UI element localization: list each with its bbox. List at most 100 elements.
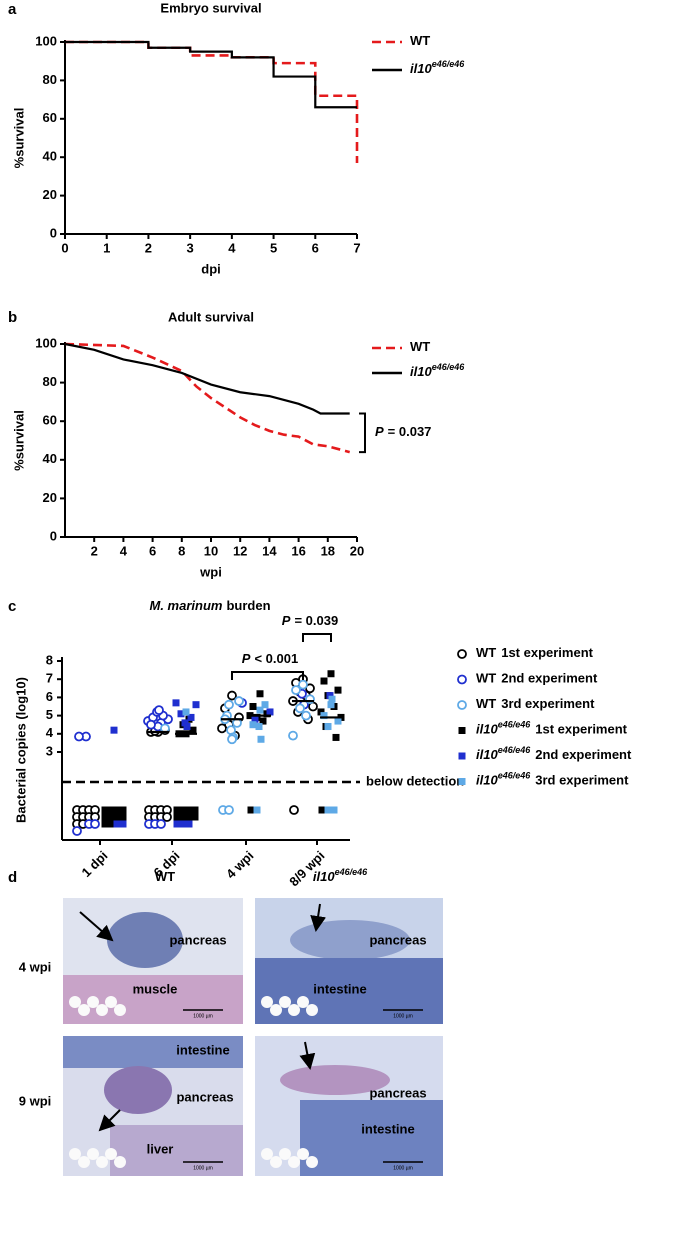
below-detection-point	[119, 813, 127, 821]
x-tick-label: 1 dpi	[78, 848, 110, 880]
survival-line	[64, 342, 350, 415]
text-part: il10	[476, 722, 498, 737]
scale-bar-label: 1000 µm	[393, 1165, 413, 1171]
below-detection-point	[330, 806, 338, 814]
x-tick-label: 1	[103, 240, 110, 255]
below-detection-point	[185, 813, 193, 821]
text-part: 3rd experiment	[535, 773, 629, 788]
text-part: il10	[476, 747, 498, 762]
legend-marker	[457, 649, 467, 659]
text-part: e46/e46	[498, 771, 532, 781]
x-tick-label: 10	[204, 543, 218, 558]
survival-line	[64, 342, 351, 454]
comparison-label: P = 0.039	[282, 613, 338, 628]
panel-label: a	[8, 1, 17, 18]
below-detection-point	[247, 806, 255, 814]
data-point	[74, 731, 84, 742]
y-tick-label: 0	[50, 225, 57, 240]
panel-label: c	[8, 598, 16, 615]
survival-line	[65, 40, 359, 163]
comparison-bracket	[302, 633, 332, 642]
text-part: < 0.001	[254, 651, 298, 666]
data-point	[181, 719, 189, 727]
text-part: P	[282, 613, 291, 628]
data-point	[334, 686, 342, 694]
text-part: M. marinum	[149, 598, 222, 613]
tissue-label: intestine	[176, 1042, 229, 1057]
arrow	[98, 1109, 121, 1132]
panel-label: d	[8, 869, 17, 886]
comparison-bracket	[231, 671, 304, 680]
data-point	[257, 735, 265, 743]
below-detection-point	[173, 820, 181, 828]
fat-cell	[114, 1156, 126, 1168]
data-point	[187, 713, 195, 721]
data-point	[255, 723, 263, 731]
legend-marker	[458, 752, 466, 760]
tissue-label: liver	[147, 1141, 174, 1156]
below-detection-point	[179, 820, 187, 828]
below-detection-point	[107, 806, 115, 814]
text-part: 3rd experiment	[501, 696, 595, 711]
below-detection-point	[253, 806, 261, 814]
x-tick-label: 5	[270, 240, 277, 255]
below-detection-point	[224, 805, 234, 815]
below-detection-point	[72, 826, 82, 836]
text-part: e46/e46	[498, 720, 532, 730]
below-detection-point	[107, 820, 115, 828]
fat-cell	[78, 1004, 90, 1016]
legend-label: WT 2nd experiment	[476, 671, 598, 686]
fat-cell	[96, 1156, 108, 1168]
tissue-label: muscle	[133, 981, 178, 996]
text-part: WT	[476, 696, 496, 711]
legend-label: il10e46/e46	[410, 362, 465, 379]
data-point	[324, 723, 332, 731]
data-point	[249, 721, 257, 729]
data-point	[234, 696, 244, 706]
y-axis-label: Bacterial copies (log10)	[13, 677, 28, 823]
x-tick-label: 16	[291, 543, 305, 558]
y-tick-label: 4	[46, 725, 54, 740]
data-point	[332, 733, 340, 741]
below-detection-point	[185, 806, 193, 814]
text-part: 2nd experiment	[535, 747, 632, 762]
legend-label: WT	[410, 339, 430, 354]
y-tick-label: 60	[43, 413, 57, 428]
fat-cell	[270, 1156, 282, 1168]
data-point	[334, 717, 342, 725]
tissue-label: pancreas	[369, 932, 426, 947]
fat-cell	[105, 1148, 117, 1160]
y-tick-label: 80	[43, 72, 57, 87]
text-part: il10	[313, 869, 335, 884]
legend-marker	[458, 727, 466, 734]
fat-cell	[288, 1156, 300, 1168]
x-tick-label: 14	[262, 543, 277, 558]
y-tick-label: 100	[35, 33, 57, 48]
fat-cell	[306, 1004, 318, 1016]
chart-title: Embryo survival	[160, 0, 261, 15]
data-point	[295, 703, 305, 714]
text-part: il10	[476, 773, 498, 788]
survival-line	[65, 40, 357, 109]
fat-cell	[87, 1148, 99, 1160]
text-part: P	[375, 424, 384, 439]
data-point	[261, 701, 269, 709]
text-part: WT	[410, 33, 430, 48]
data-point	[327, 701, 335, 709]
fat-cell	[96, 1004, 108, 1016]
below-detection-point	[113, 820, 121, 828]
data-point	[326, 692, 334, 700]
data-point	[249, 703, 257, 710]
data-point	[227, 690, 237, 701]
below-detection-point	[324, 806, 332, 814]
legend-label: WT	[410, 33, 430, 48]
x-tick-label: 4 wpi	[223, 848, 257, 882]
fat-cell	[261, 1148, 273, 1160]
below-detection-point	[179, 813, 187, 821]
tissue-label: intestine	[313, 981, 366, 996]
scale-bar-label: 1000 µm	[193, 1165, 213, 1171]
fat-cell	[279, 996, 291, 1008]
data-point	[256, 706, 264, 714]
below-detection-point	[107, 813, 115, 821]
data-point	[327, 670, 335, 678]
